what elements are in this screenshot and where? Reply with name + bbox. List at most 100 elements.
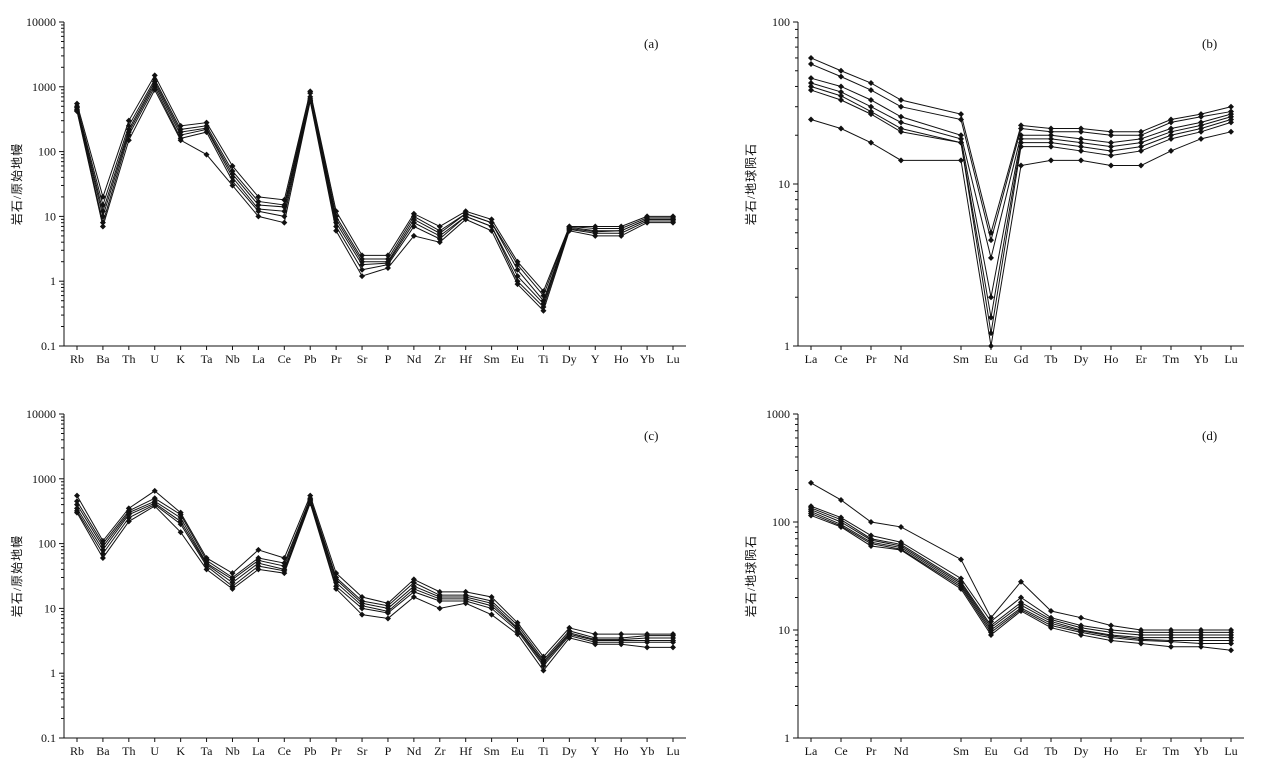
series-line [810, 505, 1231, 633]
data-point-marker [1078, 125, 1084, 132]
data-point-marker [203, 563, 210, 570]
x-tick-label: Eu [511, 352, 524, 366]
data-point-marker [1138, 135, 1144, 142]
data-point-marker [384, 264, 391, 271]
data-point-marker [151, 72, 158, 79]
y-tick-label: 0.1 [41, 339, 56, 353]
data-point-marker [1078, 135, 1084, 142]
data-point-marker [281, 554, 288, 561]
x-tick-label: Zr [434, 744, 445, 758]
x-tick-label: Ta [201, 744, 213, 758]
data-point-marker [1198, 640, 1204, 647]
data-point-marker [1168, 147, 1174, 154]
data-point-marker [410, 593, 417, 600]
x-tick-label: Nd [894, 744, 909, 758]
data-point-marker [436, 598, 443, 605]
data-point-marker [898, 547, 904, 554]
data-point-marker [838, 97, 844, 104]
data-point-marker [1168, 638, 1174, 645]
x-tick-label: Hf [459, 744, 472, 758]
x-tick-label: K [176, 744, 185, 758]
data-point-marker [1048, 607, 1054, 614]
data-point-marker [1048, 624, 1054, 631]
series-line [810, 507, 1231, 636]
data-point-marker [1108, 132, 1114, 139]
data-point-marker [1048, 125, 1054, 132]
y-tick-label: 1000 [32, 80, 56, 94]
data-point-marker [436, 223, 443, 230]
x-tick-label: Nd [407, 352, 422, 366]
data-point-marker [1138, 640, 1144, 647]
data-point-marker [1228, 119, 1234, 126]
series-line [76, 499, 673, 665]
data-point-marker [670, 644, 676, 651]
data-point-marker [808, 75, 814, 82]
data-point-marker [540, 307, 547, 314]
data-point-marker [307, 98, 314, 105]
data-point-marker [1168, 132, 1174, 139]
y-tick-label: 1 [784, 339, 790, 353]
x-tick-label: Ce [278, 352, 291, 366]
data-point-marker [838, 496, 844, 503]
y-tick-label: 1 [50, 666, 56, 680]
x-tick-label: Pr [331, 744, 342, 758]
data-point-marker [958, 575, 964, 582]
x-tick-label: Er [1135, 352, 1146, 366]
data-point-marker [74, 492, 80, 499]
x-tick-label: La [252, 352, 265, 366]
data-point-marker [488, 216, 495, 223]
x-tick-label: Dy [562, 744, 577, 758]
series-line [810, 119, 1232, 347]
x-tick-label: Eu [984, 744, 997, 758]
data-point-marker [229, 576, 236, 583]
data-point-marker [1168, 119, 1174, 126]
y-tick-label: 1 [784, 731, 790, 745]
data-point-marker [125, 514, 132, 521]
x-tick-label: Yb [1194, 352, 1209, 366]
data-point-marker [988, 254, 994, 261]
data-point-marker [808, 83, 814, 90]
data-point-marker [898, 103, 904, 110]
y-axis-title: 岩石/原始地幔 [9, 143, 24, 225]
data-point-marker [1138, 143, 1144, 150]
x-tick-label: Sr [357, 744, 368, 758]
data-point-marker [1018, 122, 1024, 129]
x-tick-label: La [805, 352, 818, 366]
data-point-marker [1108, 622, 1114, 629]
data-point-marker [898, 125, 904, 132]
data-point-marker [1108, 139, 1114, 146]
data-point-marker [514, 266, 521, 273]
data-point-marker [151, 487, 158, 494]
data-point-marker [307, 90, 314, 97]
x-tick-label: U [150, 352, 159, 366]
data-point-marker [229, 570, 236, 577]
data-point-marker [898, 119, 904, 126]
data-point-marker [592, 641, 599, 648]
panel-c: 0.1 1 10 100 1000 10000 Rb Ba Th U K Ta Nb La Ce Pb Pr Sr… [8, 398, 714, 770]
data-point-marker [410, 223, 417, 230]
y-tick-label: 10 [778, 623, 790, 637]
data-point-marker [958, 135, 964, 142]
x-tick-label: Nb [225, 744, 240, 758]
data-point-marker [1018, 135, 1024, 142]
data-point-marker [868, 87, 874, 94]
data-point-marker [1138, 128, 1144, 135]
y-tick-label: 10 [778, 177, 790, 191]
y-tick-label: 10 [44, 601, 56, 615]
x-tick-label: Pb [304, 744, 317, 758]
data-point-marker [1138, 147, 1144, 154]
data-point-marker [1228, 640, 1234, 647]
data-point-marker [384, 615, 391, 622]
data-point-marker [488, 227, 495, 234]
series-line [76, 85, 673, 308]
data-point-marker [1048, 128, 1054, 135]
chart-d-canvas: 1 10 100 1000 La Ce Pr Nd Sm Eu Gd Tb Dy Ho Er Tm Yb Lu (d… [742, 398, 1272, 770]
x-tick-label: Sr [357, 352, 368, 366]
data-point-marker [410, 588, 417, 595]
data-point-marker [488, 223, 495, 230]
series-line [810, 57, 1232, 235]
y-tick-label: 10000 [26, 15, 56, 29]
data-point-marker [618, 641, 625, 648]
data-point-marker [988, 631, 994, 638]
data-point-marker [644, 219, 651, 226]
